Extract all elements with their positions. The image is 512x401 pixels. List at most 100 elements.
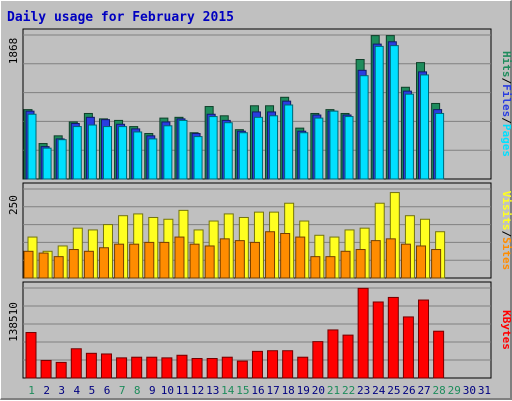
bar-sites-day-11 (174, 236, 185, 279)
y-max-label-mid: 250 (7, 195, 20, 215)
bar-sites-day-5 (83, 250, 94, 279)
x-tick-label: 11 (176, 384, 189, 397)
bar-kbytes-day-20 (312, 341, 324, 379)
x-tick-label: 2 (43, 384, 50, 397)
x-tick-label: 5 (89, 384, 96, 397)
x-tick-label: 9 (149, 384, 156, 397)
legend-bot: KBytes (500, 310, 512, 350)
bar-sites-day-13 (204, 245, 215, 279)
bar-sites-day-27 (416, 245, 427, 279)
x-axis-labels: 1 2 3 4 5 6 7 8 9 10 11 12 13 14 15 16 17 18 19 20 21 22 23 24 2… (28, 384, 491, 397)
x-tick-label: 3 (58, 384, 65, 397)
bar-sites-day-22 (340, 250, 351, 279)
bar-kbytes-day-16 (251, 350, 263, 379)
x-tick-label: 13 (206, 384, 219, 397)
x-tick-label: 12 (191, 384, 204, 397)
x-tick-label: 19 (297, 384, 310, 397)
bar-kbytes-day-28 (433, 330, 445, 379)
bar-sites-day-18 (280, 233, 291, 279)
x-tick-label: 8 (134, 384, 141, 397)
bar-kbytes-day-25 (387, 296, 399, 379)
bar-kbytes-day-15 (236, 360, 248, 379)
bar-sites-day-14 (219, 238, 230, 279)
x-tick-label: 28 (433, 384, 446, 397)
x-tick-label: 16 (251, 384, 264, 397)
x-tick-label: 10 (161, 384, 174, 397)
legend-item: Hits (500, 51, 512, 78)
bar-kbytes-day-1 (25, 332, 37, 379)
x-tick-label: 25 (387, 384, 400, 397)
x-tick-label: 27 (417, 384, 430, 397)
bar-sites-day-20 (310, 256, 321, 279)
bar-pages-day-3 (57, 139, 67, 180)
x-tick-label: 26 (402, 384, 415, 397)
bar-sites-day-21 (325, 256, 336, 279)
bar-kbytes-day-14 (221, 356, 233, 379)
bar-pages-day-6 (102, 126, 112, 180)
x-tick-label: 24 (372, 384, 386, 397)
bar-pages-day-7 (118, 126, 128, 180)
bar-pages-day-17 (269, 115, 279, 180)
y-max-label-top: 1868 (7, 38, 20, 65)
bar-sites-day-2 (38, 252, 49, 279)
bar-kbytes-day-17 (267, 350, 279, 379)
bar-kbytes-day-3 (55, 361, 67, 379)
x-tick-label: 15 (236, 384, 249, 397)
bar-sites-day-6 (98, 247, 109, 279)
bar-sites-day-17 (265, 231, 276, 279)
x-tick-label: 21 (327, 384, 340, 397)
legend-item: / (500, 78, 512, 85)
bar-pages-day-16 (253, 116, 263, 180)
bar-kbytes-day-7 (116, 357, 128, 379)
bar-sites-day-9 (144, 241, 155, 279)
bar-kbytes-day-22 (342, 334, 354, 379)
bar-pages-day-20 (314, 117, 324, 180)
legend-top: Hits/Files/Pages (500, 51, 512, 157)
bar-pages-day-4 (72, 126, 82, 180)
bar-sites-day-1 (23, 250, 34, 279)
legend-item: Visits (500, 191, 512, 231)
x-tick-label: 14 (221, 384, 235, 397)
bar-pages-day-26 (404, 93, 414, 180)
bar-pages-day-10 (163, 125, 173, 180)
bar-pages-day-9 (148, 138, 158, 180)
bar-sites-day-4 (68, 249, 79, 279)
bar-pages-day-14 (223, 122, 233, 180)
bar-sites-day-7 (114, 243, 125, 279)
x-tick-label: 20 (312, 384, 325, 397)
legend-item: / (500, 231, 512, 238)
bar-kbytes-day-10 (161, 357, 173, 379)
bar-kbytes-day-11 (176, 354, 188, 379)
bar-sites-day-23 (355, 249, 366, 279)
bar-pages-day-18 (284, 104, 294, 180)
bar-kbytes-day-13 (206, 358, 218, 379)
legend-item: KBytes (500, 310, 512, 350)
bar-kbytes-day-27 (418, 299, 430, 379)
bar-kbytes-day-18 (282, 350, 294, 379)
bar-pages-day-11 (178, 119, 188, 180)
x-tick-label: 23 (357, 384, 370, 397)
x-tick-label: 22 (342, 384, 355, 397)
bar-pages-day-28 (435, 112, 445, 180)
x-tick-label: 7 (119, 384, 126, 397)
bar-kbytes-day-5 (85, 352, 97, 379)
bar-sites-day-12 (189, 243, 200, 279)
bar-kbytes-day-21 (327, 329, 339, 379)
x-tick-label: 17 (266, 384, 279, 397)
legend-item: Sites (500, 237, 512, 270)
bar-pages-day-1 (27, 113, 37, 180)
bar-kbytes-day-9 (146, 356, 158, 379)
y-max-label-bot: 138510 (7, 302, 20, 342)
x-tick-label: 31 (478, 384, 491, 397)
legend-mid: Visits/Sites (500, 191, 512, 271)
bar-kbytes-day-24 (372, 301, 384, 379)
chart-title: Daily usage for February 2015 (7, 10, 234, 25)
bar-pages-day-27 (420, 74, 430, 180)
bar-kbytes-day-12 (191, 358, 203, 379)
bar-kbytes-day-4 (70, 348, 82, 379)
bar-sites-day-19 (295, 236, 306, 279)
bar-kbytes-day-26 (402, 316, 414, 379)
x-tick-label: 1 (28, 384, 35, 397)
